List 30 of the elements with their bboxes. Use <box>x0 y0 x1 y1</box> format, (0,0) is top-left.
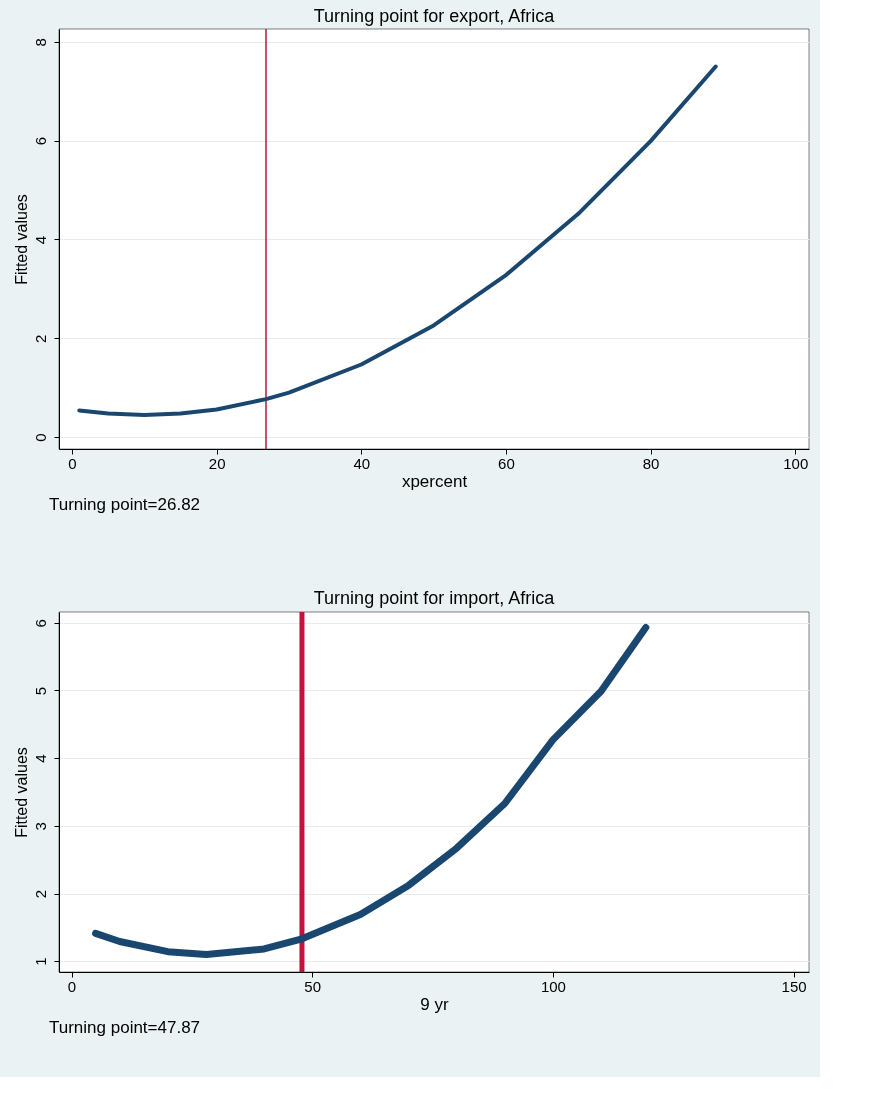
y-tick-label: 2 <box>31 334 49 343</box>
y-tick-label: 4 <box>31 235 49 245</box>
y-tick-label: 4 <box>31 754 49 763</box>
y-tick-label: 3 <box>31 822 49 831</box>
chart-title: Turning point for import, Africa <box>313 587 556 608</box>
y-tick-label: 1 <box>31 957 49 966</box>
y-tick-label: 6 <box>31 137 49 146</box>
y-tick-label: 8 <box>31 38 49 47</box>
x-tick-label: 150 <box>781 977 807 995</box>
x-tick-label: 20 <box>208 454 226 472</box>
y-tick-label: 2 <box>31 889 49 899</box>
y-tick-label: 0 <box>31 433 49 442</box>
y-axis-title: Fitted values <box>12 194 30 285</box>
text: Turning point=26.82 <box>49 495 201 514</box>
x-tick-label: 60 <box>498 454 515 472</box>
x-tick-label: 100 <box>540 977 566 995</box>
line-series <box>77 64 718 417</box>
y-tick-label: 5 <box>31 686 49 696</box>
text: Turning point=47.87 <box>49 1018 201 1037</box>
x-axis-title: xpercent <box>401 471 468 491</box>
x-axis-title: 9 yr <box>420 994 450 1014</box>
x-tick-label: 0 <box>67 977 77 995</box>
x-tick-label: 100 <box>783 454 809 472</box>
x-tick-label: 50 <box>304 977 322 995</box>
chart-title: Turning point for export, Africa <box>313 6 556 27</box>
x-tick-label: 0 <box>68 454 77 472</box>
y-axis-title: Fitted values <box>12 747 30 838</box>
y-tick-label: 6 <box>31 619 49 628</box>
x-tick-label: 40 <box>353 454 371 472</box>
x-tick-label: 80 <box>642 454 660 472</box>
